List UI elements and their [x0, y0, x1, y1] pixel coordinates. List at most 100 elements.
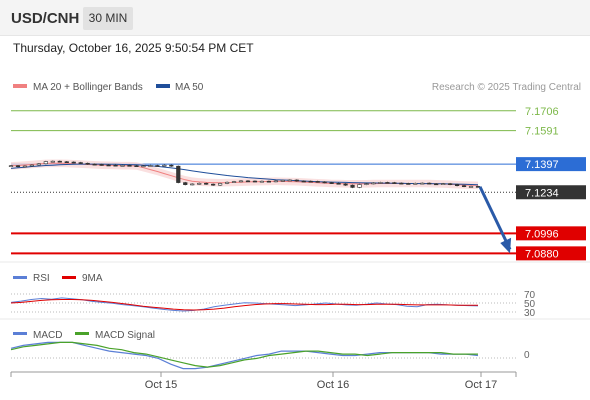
candle-body: [231, 181, 237, 183]
x-axis: Oct 15 Oct 16 Oct 17: [10, 371, 517, 391]
candle-body: [204, 182, 209, 185]
x-tick-label-oct16: Oct 16: [317, 379, 349, 391]
candle-body: [148, 165, 153, 167]
candle-body: [287, 179, 292, 182]
macd-legend-swatch: [13, 332, 27, 335]
candle: [364, 182, 369, 186]
candle-body: [162, 164, 167, 167]
candle: [224, 181, 230, 185]
candle: [120, 164, 125, 167]
candle-body: [141, 165, 146, 168]
level-label: 7.0996: [525, 228, 559, 240]
bollinger-band-layer: [11, 159, 478, 190]
candle: [106, 164, 111, 167]
candle: [218, 182, 223, 186]
candle-body: [301, 180, 306, 183]
candle-body: [120, 165, 125, 167]
macd-lines: [10, 341, 479, 370]
candle: [57, 160, 62, 163]
candle-body: [392, 182, 397, 184]
timeframe-button[interactable]: 30 MIN: [83, 7, 133, 30]
candle: [392, 181, 397, 184]
candle: [371, 182, 376, 185]
candle-body: [266, 180, 271, 183]
candle: [434, 183, 439, 186]
candle: [308, 180, 313, 183]
candle-body: [420, 182, 425, 185]
candle-body: [113, 164, 118, 167]
candle: [406, 182, 411, 185]
candle: [350, 184, 355, 189]
level-label-box: [516, 246, 586, 261]
candle: [211, 183, 216, 186]
candle: [238, 180, 244, 183]
candle: [287, 179, 292, 182]
candle-body: [36, 163, 41, 166]
candle-body: [78, 162, 83, 164]
candle-body: [399, 182, 404, 185]
candle: [169, 164, 174, 167]
candle-body: [8, 165, 14, 167]
level-label-box: [516, 226, 586, 241]
candle: [92, 163, 97, 166]
price-legend: MA 20 + Bollinger Bands MA 50 Research ©…: [13, 82, 581, 93]
x-tick-label-oct17: Oct 17: [465, 379, 497, 391]
candlestick-layer: [8, 160, 481, 189]
candle: [78, 161, 83, 164]
candle-body: [211, 183, 216, 186]
ma20-legend-swatch: [13, 84, 27, 88]
candle: [176, 165, 181, 184]
candle: [259, 180, 265, 183]
candle: [427, 182, 432, 185]
rsi-tick-50: 50: [524, 299, 536, 310]
candle-body: [238, 180, 244, 183]
rsi-legend-label: RSI: [33, 273, 50, 284]
candle-body: [99, 164, 104, 166]
candle: [448, 182, 453, 186]
ma50-legend-swatch: [156, 84, 170, 88]
candle: [468, 185, 474, 188]
candle: [378, 181, 383, 184]
candle: [71, 161, 76, 164]
candle-body: [448, 183, 453, 185]
candle: [43, 160, 48, 165]
credit-text: Research © 2025 Trading Central: [432, 82, 581, 93]
candle-body: [183, 182, 188, 185]
chart-datetime: Thursday, October 16, 2025 9:50:54 PM CE…: [13, 41, 254, 55]
candle: [294, 179, 299, 182]
candle: [273, 180, 278, 183]
candle: [50, 160, 55, 163]
macd-zero-tick: 0: [524, 350, 530, 361]
chart-header: USD/CNH 30 MIN: [0, 0, 590, 36]
candle: [15, 164, 21, 168]
candle: [113, 164, 118, 167]
candle-body: [343, 183, 348, 186]
candle: [148, 164, 153, 167]
rsi-ma-legend-label: 9MA: [82, 273, 103, 284]
candle-body: [134, 165, 139, 167]
candle: [197, 182, 202, 185]
candle: [343, 183, 348, 186]
candle-body: [322, 181, 327, 184]
candle: [134, 164, 139, 167]
candle: [22, 165, 28, 168]
projection-arrow-layer: [478, 186, 512, 254]
candle: [266, 180, 271, 183]
candle: [315, 180, 320, 183]
rsi-legend-swatch: [13, 276, 27, 279]
candle-body: [43, 161, 48, 165]
candle-body: [308, 180, 313, 183]
macd-signal-legend-swatch: [75, 332, 89, 335]
candle-body: [336, 182, 341, 185]
candle: [385, 181, 390, 184]
level-label: 7.1234: [525, 187, 559, 199]
candle: [301, 180, 306, 183]
candle: [280, 179, 285, 182]
candle-body: [468, 186, 474, 188]
candle: [127, 164, 132, 167]
level-label: 7.1591: [525, 126, 559, 138]
candle-body: [224, 181, 230, 184]
candle-body: [259, 180, 265, 183]
candle: [399, 182, 404, 185]
